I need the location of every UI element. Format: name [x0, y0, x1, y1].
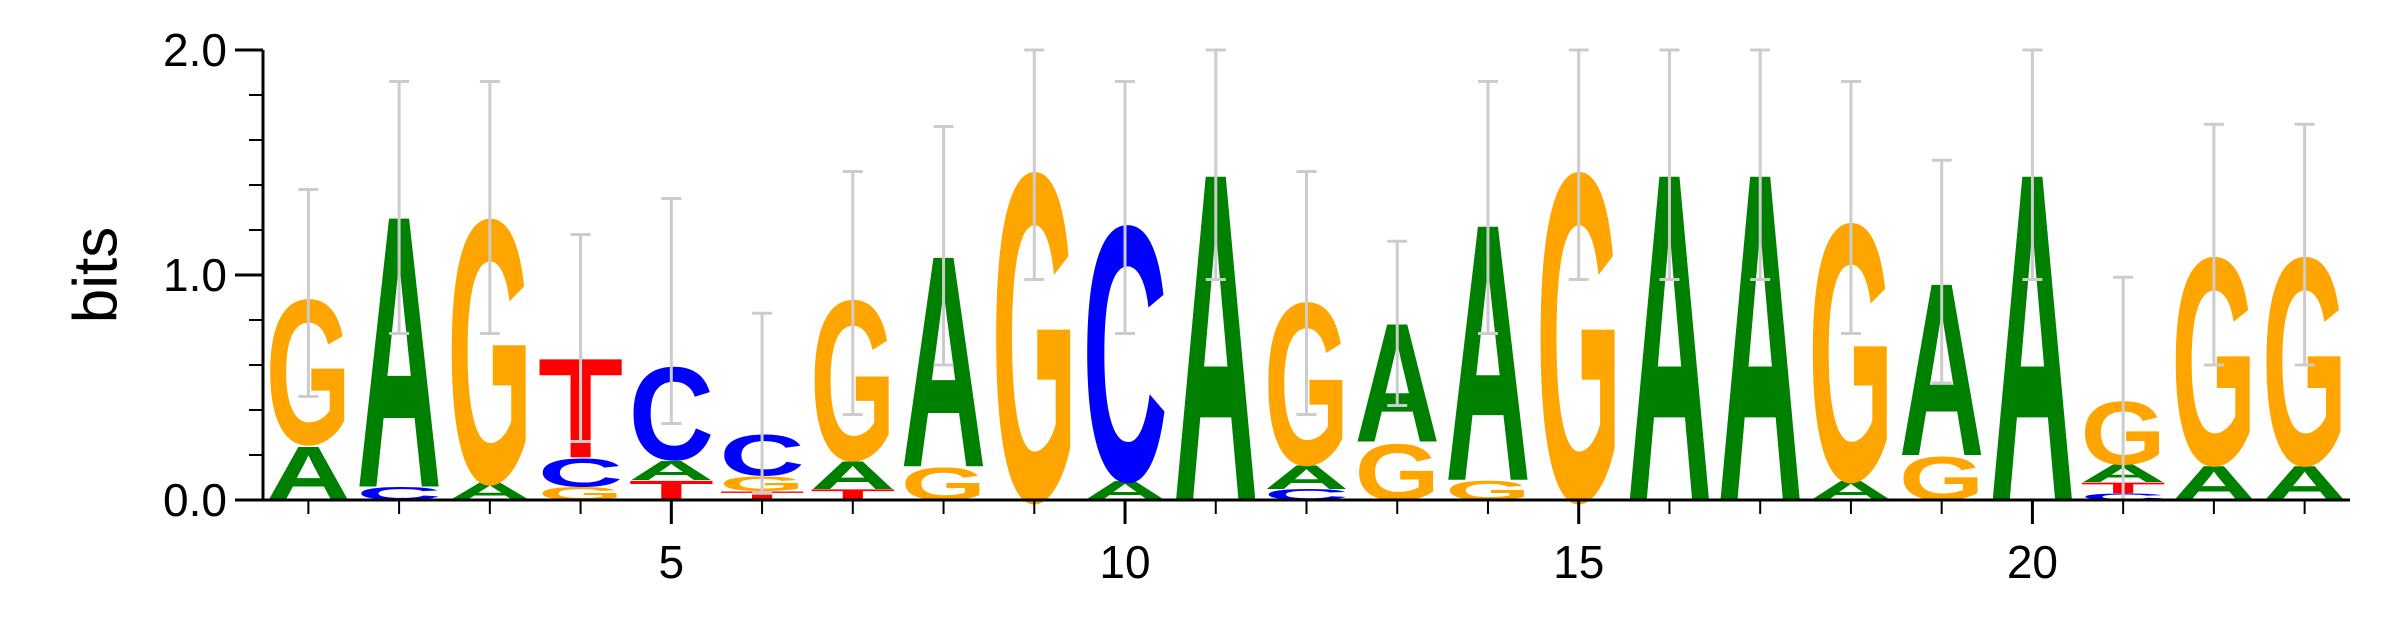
x-tick-label: 20: [2007, 536, 2058, 588]
y-ticks: 0.0 1.0 2.0: [163, 24, 263, 526]
x-tick-label: 15: [1553, 536, 1604, 588]
y-tick-label: 2.0: [163, 24, 227, 76]
x-tick-label: 10: [1099, 536, 1150, 588]
y-tick-label: 1.0: [163, 249, 227, 301]
y-axis-label: bits: [61, 227, 130, 323]
x-tick-label: 5: [659, 536, 685, 588]
y-tick-label: 0.0: [163, 474, 227, 526]
